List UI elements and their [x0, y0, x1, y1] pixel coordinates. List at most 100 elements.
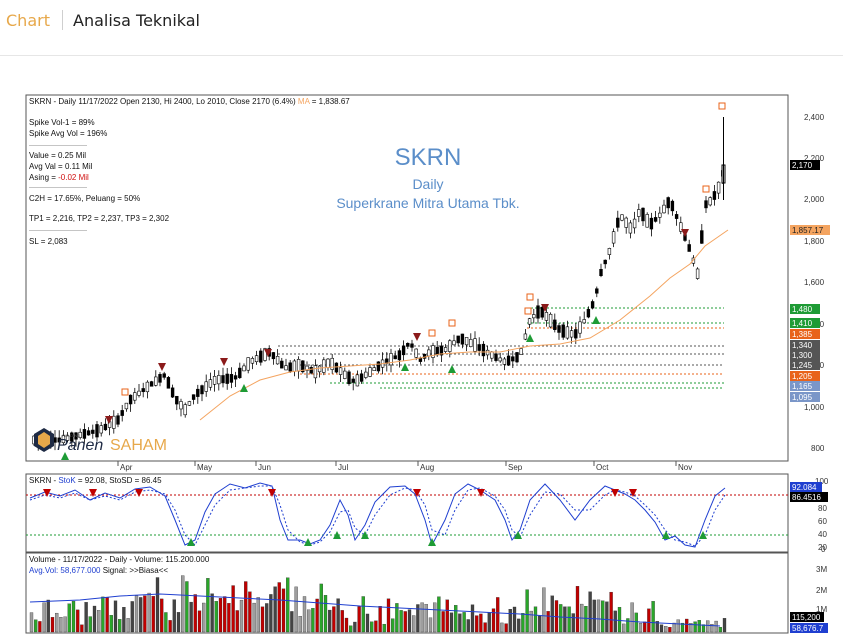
candle-body	[183, 404, 187, 416]
volume-bar	[311, 608, 315, 633]
volume-bar	[424, 604, 428, 633]
stoch-tick: 0	[821, 545, 826, 554]
stoch-axis: 100 80 60 40 20 0	[815, 477, 829, 554]
volume-bar	[458, 613, 462, 633]
candle-body	[431, 345, 435, 358]
buy-signal-icon	[61, 452, 69, 460]
volume-bar	[399, 610, 403, 633]
spike-avg-text: Spike Avg Vol = 196%	[29, 129, 107, 138]
candle-body	[704, 200, 708, 209]
volume-bar	[244, 581, 248, 633]
stoch-tick: 100	[815, 477, 829, 486]
volume-bar	[328, 609, 332, 633]
candle-body	[595, 288, 599, 294]
candle-body	[607, 248, 612, 255]
candle-body	[578, 321, 582, 334]
volume-bar	[286, 577, 290, 633]
candle-body	[351, 378, 355, 383]
volume-bar	[147, 592, 151, 633]
price-tag: 1,857.17	[792, 226, 824, 235]
volume-bars	[29, 575, 727, 633]
volume-bar	[445, 599, 449, 633]
volume-bar	[193, 594, 197, 633]
month-label: Apr	[120, 463, 133, 472]
volume-bar	[630, 602, 634, 633]
page-title: Analisa Teknikal	[73, 11, 200, 30]
candle-body	[133, 392, 137, 401]
candle-body	[658, 212, 662, 218]
candle-body	[187, 401, 192, 406]
candle-body	[326, 358, 330, 368]
candle-body	[481, 343, 486, 357]
volume-bar	[529, 610, 533, 633]
volume-bar	[185, 581, 189, 633]
volume-bar	[420, 602, 424, 633]
candle-body	[292, 360, 297, 372]
volume-bar	[647, 608, 651, 633]
volume-bar	[42, 602, 46, 633]
square-marker-icon	[702, 185, 710, 193]
volume-bar	[319, 583, 323, 633]
price-tag: 1,385	[792, 330, 813, 339]
candle-body	[443, 347, 448, 352]
candle-body	[305, 365, 309, 371]
volume-bar	[315, 598, 319, 633]
candle-body	[296, 359, 301, 372]
price-tick: 2,000	[804, 195, 825, 204]
volume-bar	[521, 613, 525, 633]
volume-bar	[265, 603, 269, 633]
volume-bar	[567, 606, 571, 633]
candle-body	[582, 319, 586, 324]
candle-body	[611, 231, 616, 244]
volume-tick: 2M	[816, 586, 827, 595]
candle-body	[532, 314, 536, 319]
signal-markers	[61, 102, 726, 460]
candle-body	[166, 377, 171, 389]
avg-volume-tag-bg	[790, 623, 828, 633]
c2h-text: C2H = 17.65%, Peluang = 50%	[29, 194, 140, 203]
brand-label[interactable]: Chart	[6, 11, 50, 30]
volume-bar	[302, 596, 307, 633]
candle-body	[490, 351, 494, 359]
panensaham-logo: Panen SAHAM HOLDING	[34, 428, 167, 454]
candle-body	[599, 269, 603, 276]
logo-text-a: Panen	[57, 437, 103, 454]
support-lines	[278, 307, 724, 389]
candle-body	[712, 191, 717, 200]
volume-bar	[126, 618, 130, 633]
volume-bar	[391, 618, 395, 633]
volume-bar	[475, 615, 479, 633]
candle-body	[78, 431, 82, 438]
candle-body	[653, 217, 658, 222]
month-label: Aug	[420, 463, 434, 472]
candle-body	[540, 306, 544, 318]
candle-body	[191, 394, 196, 400]
candle-body	[242, 365, 246, 372]
logo-text-b: SAHAM	[110, 437, 167, 454]
volume-bar	[651, 601, 655, 633]
candle-body	[330, 357, 334, 370]
volume-bar	[592, 599, 596, 633]
volume-label: Volume - 11/17/2022 - Daily - Volume: 11…	[29, 555, 210, 564]
volume-bar	[517, 618, 521, 633]
volume-bar	[655, 621, 659, 633]
candle-body	[670, 200, 675, 212]
sell-signal-icon	[268, 489, 276, 497]
candle-body	[254, 355, 259, 363]
volume-bar	[626, 618, 630, 633]
sell-signal-icon	[413, 489, 421, 497]
volume-bar	[588, 591, 592, 633]
stoch-d-tag-bg	[790, 492, 828, 502]
volume-bar	[386, 598, 391, 633]
candle-body	[716, 181, 721, 194]
volume-bar	[601, 600, 605, 633]
volume-bar	[559, 604, 563, 633]
candle-body	[141, 388, 145, 393]
square-marker-icon	[448, 319, 456, 327]
square-marker-icon	[121, 388, 129, 396]
volume-bar	[365, 613, 370, 633]
candle-body	[309, 367, 313, 374]
volume-bar	[491, 608, 496, 633]
candle-body	[641, 207, 645, 222]
candle-body	[74, 432, 78, 440]
